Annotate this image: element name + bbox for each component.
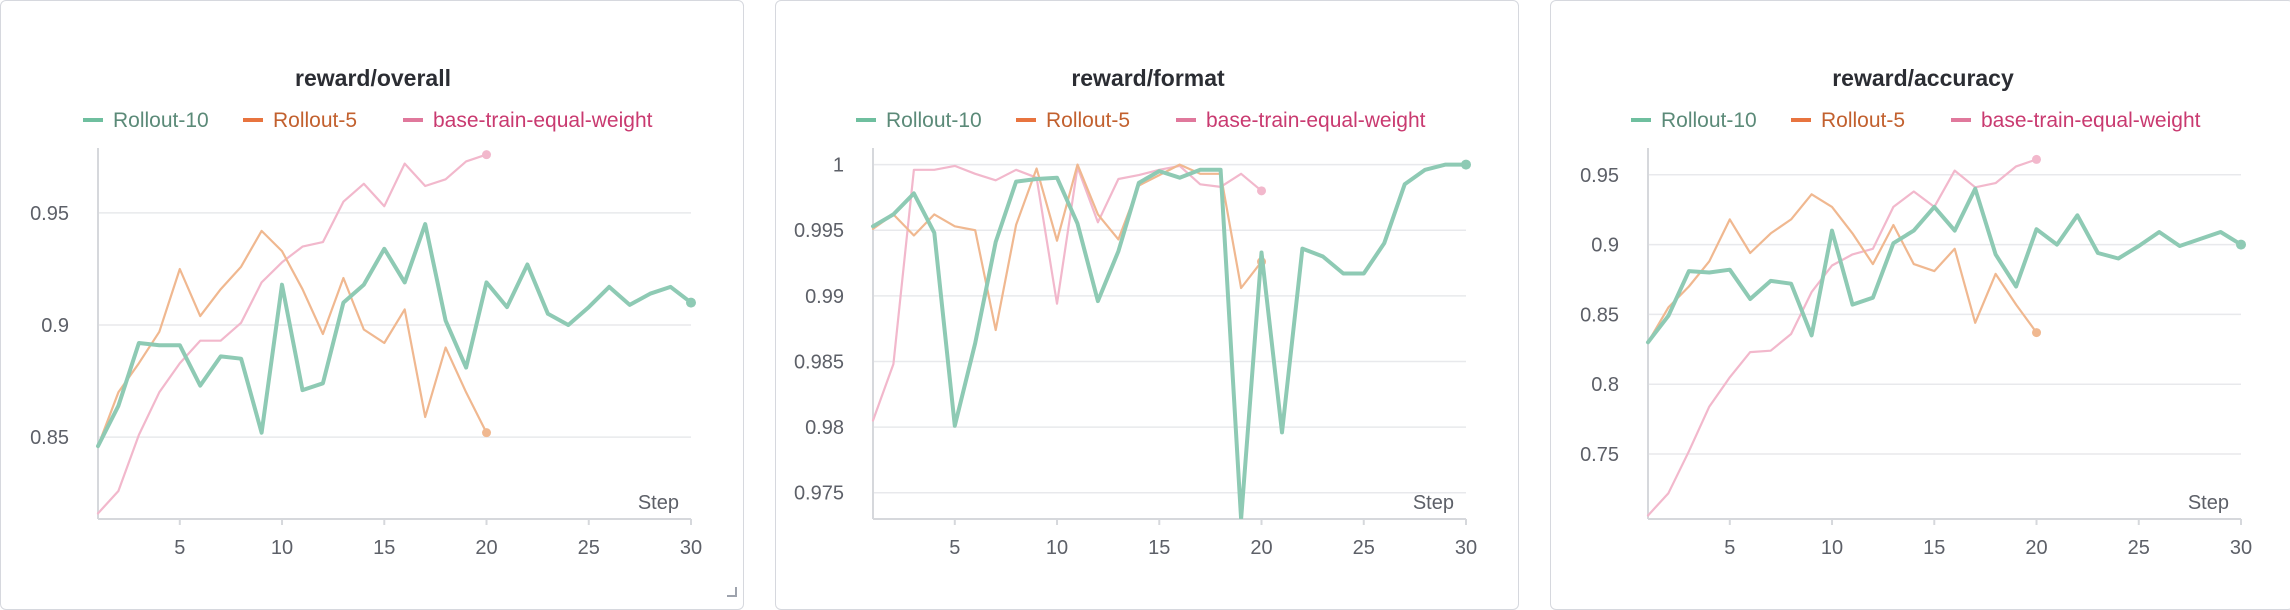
- x-axis-label: Step: [1413, 492, 1454, 514]
- legend-label-rollout5: Rollout-5: [1821, 109, 1905, 132]
- x-tick-label: 25: [2128, 537, 2150, 559]
- x-tick-label: 15: [1923, 537, 1945, 559]
- series-line-rollout10: [96, 222, 693, 449]
- chart-panel-format: reward/format Rollout-10 Rollout-5 base-tra…: [775, 0, 1519, 610]
- x-tick-label: 15: [1148, 537, 1170, 559]
- y-tick-label: 0.95: [1580, 165, 1619, 187]
- series-end-point-base: [2032, 154, 2042, 164]
- legend-label-rollout5: Rollout-5: [273, 109, 357, 132]
- chart-title: reward/overall: [295, 65, 451, 91]
- chart-overall: reward/overall Rollout-10 Rollout-5 base-tr…: [30, 65, 702, 559]
- legend-label-rollout5: Rollout-5: [1046, 109, 1130, 132]
- chart-panel-overall: reward/overall Rollout-10 Rollout-5 base-tr…: [0, 0, 744, 610]
- x-axis-label: Step: [2188, 492, 2229, 514]
- series-line-rollout5: [1646, 193, 2038, 344]
- y-tick-label: 0.9: [41, 315, 69, 337]
- x-tick-label: 30: [2230, 537, 2252, 559]
- x-tick-label: 30: [680, 537, 702, 559]
- x-axis-label: Step: [638, 492, 679, 514]
- x-tick-label: 30: [1455, 537, 1477, 559]
- legend-label-rollout10: Rollout-10: [886, 109, 982, 132]
- series-line-base: [871, 164, 1263, 422]
- series-end-point-rollout10: [2236, 239, 2246, 250]
- series-end-point-rollout5: [482, 428, 492, 438]
- series-line-rollout5: [871, 163, 1263, 332]
- x-tick-label: 10: [1821, 537, 1843, 559]
- chart-title: reward/format: [1071, 65, 1225, 91]
- x-tick-label: 15: [373, 537, 395, 559]
- x-tick-label: 5: [949, 537, 960, 559]
- chart-format: reward/format Rollout-10 Rollout-5 base-tra…: [794, 65, 1477, 559]
- x-tick-label: 5: [174, 537, 185, 559]
- y-tick-label: 0.85: [30, 427, 69, 449]
- y-tick-label: 0.995: [794, 220, 844, 242]
- y-tick-label: 0.95: [30, 203, 69, 225]
- y-tick-label: 1: [833, 155, 844, 177]
- y-tick-label: 0.8: [1591, 374, 1619, 396]
- y-tick-label: 0.99: [805, 286, 844, 308]
- x-tick-label: 10: [271, 537, 293, 559]
- series-end-point-base: [1257, 186, 1267, 196]
- legend-label-base: base-train-equal-weight: [1206, 109, 1426, 132]
- legend-label-base: base-train-equal-weight: [1981, 109, 2201, 132]
- legend-label-base: base-train-equal-weight: [433, 109, 653, 132]
- legend-label-rollout10: Rollout-10: [113, 109, 209, 132]
- x-tick-label: 25: [1353, 537, 1375, 559]
- series-line-base: [1646, 158, 2038, 517]
- x-tick-label: 20: [1250, 537, 1272, 559]
- series-end-point-rollout5: [2032, 328, 2042, 338]
- x-tick-label: 10: [1046, 537, 1068, 559]
- x-tick-label: 25: [578, 537, 600, 559]
- y-tick-label: 0.985: [794, 351, 844, 373]
- chart-title: reward/accuracy: [1832, 65, 2014, 91]
- series-end-point-rollout10: [686, 297, 696, 308]
- series-end-point-rollout10: [1461, 159, 1471, 170]
- series-end-point-base: [482, 150, 492, 160]
- y-tick-label: 0.75: [1580, 444, 1619, 466]
- series-line-rollout5: [96, 229, 488, 448]
- y-tick-label: 0.85: [1580, 304, 1619, 326]
- series-line-base: [96, 153, 488, 515]
- series-line-rollout10: [871, 162, 1468, 519]
- y-tick-label: 0.9: [1591, 235, 1619, 257]
- chart-accuracy: reward/accuracy Rollout-10 Rollout-5 base-t…: [1580, 65, 2252, 559]
- y-tick-label: 0.98: [805, 417, 844, 439]
- y-tick-label: 0.975: [794, 483, 844, 505]
- legend-label-rollout10: Rollout-10: [1661, 109, 1757, 132]
- series-line-rollout10: [1646, 186, 2243, 345]
- x-tick-label: 5: [1724, 537, 1735, 559]
- chart-panel-accuracy: reward/accuracy Rollout-10 Rollout-5 base-t…: [1550, 0, 2290, 610]
- resize-handle[interactable]: [727, 587, 737, 597]
- x-tick-label: 20: [2025, 537, 2047, 559]
- x-tick-label: 20: [475, 537, 497, 559]
